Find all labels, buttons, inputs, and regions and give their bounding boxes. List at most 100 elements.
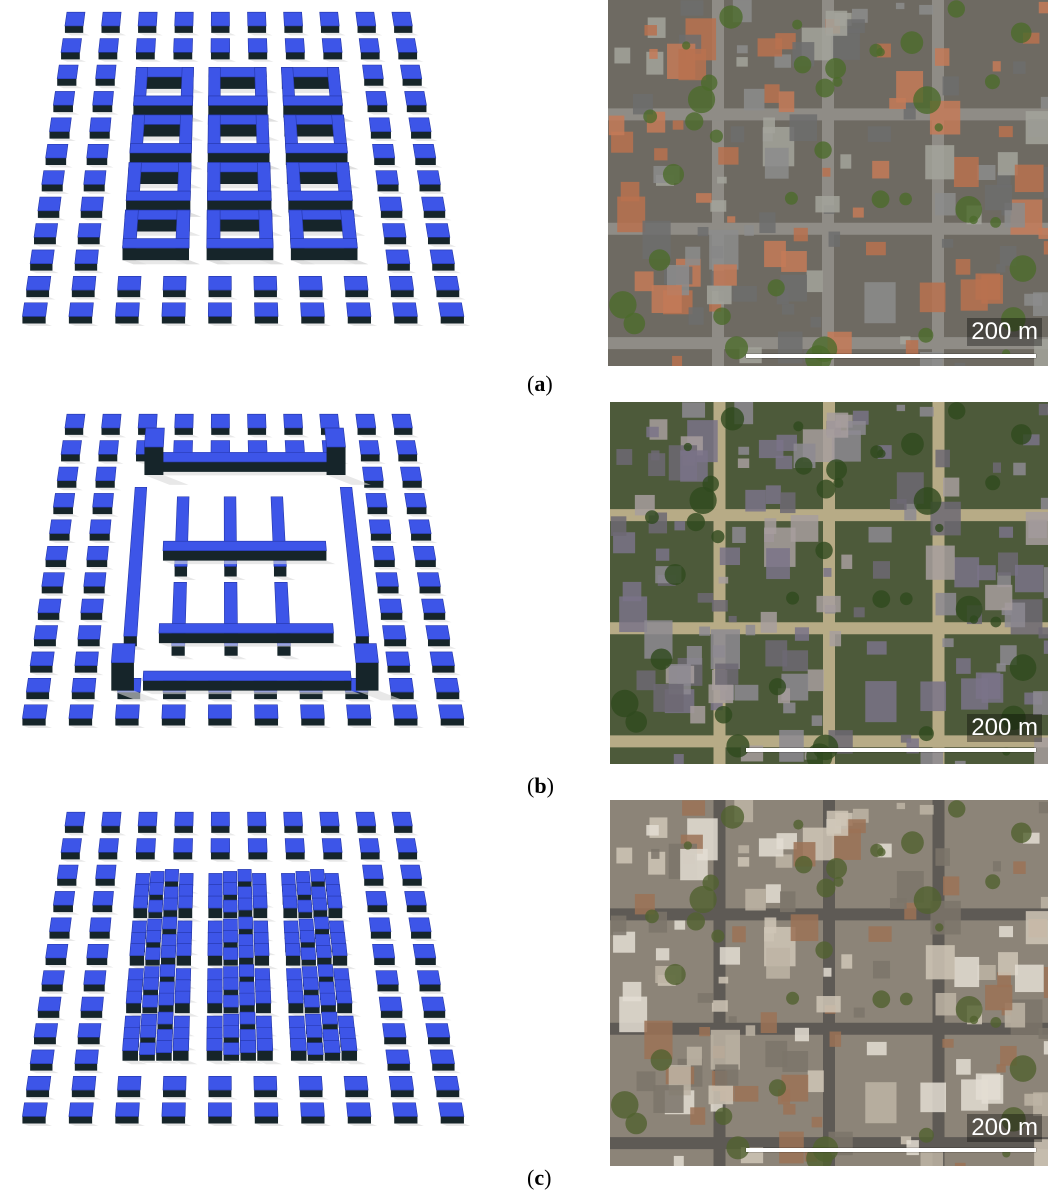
caption-a: (a) xyxy=(527,371,553,397)
roof xyxy=(685,246,701,266)
tree xyxy=(990,616,1002,628)
roof xyxy=(889,898,907,910)
roof xyxy=(718,976,729,984)
roof xyxy=(919,406,934,417)
tree xyxy=(664,563,686,586)
tree xyxy=(611,1091,639,1119)
building-block xyxy=(208,302,238,326)
building-block xyxy=(25,1076,56,1100)
building-block xyxy=(355,413,383,438)
tree xyxy=(899,592,913,606)
building-block xyxy=(375,572,405,596)
roof xyxy=(996,264,1006,273)
tree xyxy=(913,487,942,515)
roof xyxy=(954,956,980,988)
building-block xyxy=(45,143,73,168)
roof xyxy=(765,640,788,667)
building-block xyxy=(68,302,99,326)
roof xyxy=(1025,111,1048,145)
roof xyxy=(710,1103,723,1112)
tree xyxy=(948,402,966,420)
tree xyxy=(687,85,716,114)
roof xyxy=(943,876,960,896)
roof xyxy=(734,684,759,701)
caption-c: (c) xyxy=(527,1165,551,1191)
roof xyxy=(828,231,841,247)
roof xyxy=(610,915,627,936)
roof xyxy=(889,498,907,510)
tower-building xyxy=(324,427,371,485)
roof xyxy=(955,259,971,275)
tree xyxy=(871,190,890,209)
building-block xyxy=(52,91,80,115)
tree xyxy=(985,874,1001,890)
building-block xyxy=(210,811,236,836)
roof xyxy=(782,650,809,672)
tree xyxy=(816,878,836,898)
roof xyxy=(764,917,777,934)
roof xyxy=(954,362,966,366)
courtyard-wall xyxy=(208,67,278,94)
roof xyxy=(960,279,988,311)
building-block xyxy=(412,143,443,168)
small-building xyxy=(176,943,200,970)
roof xyxy=(745,624,756,636)
small-building xyxy=(239,992,262,1016)
roof xyxy=(920,1082,947,1113)
roof xyxy=(763,117,775,134)
roof xyxy=(644,25,657,36)
courtyard-wall xyxy=(288,209,366,236)
tree xyxy=(833,477,844,488)
small-building xyxy=(172,1038,198,1065)
building-block xyxy=(400,466,429,491)
building-block xyxy=(378,196,409,221)
roof xyxy=(810,316,822,328)
roof xyxy=(996,1064,1006,1073)
courtyard-block xyxy=(286,162,364,217)
roof xyxy=(956,658,971,674)
building-block xyxy=(25,276,56,300)
roof xyxy=(710,702,723,711)
building-block xyxy=(346,302,378,326)
roof xyxy=(727,216,736,223)
tree xyxy=(984,74,1000,90)
tree xyxy=(793,421,804,432)
roof xyxy=(680,0,704,16)
roof xyxy=(1013,462,1026,476)
courtyard-wall xyxy=(122,238,200,265)
roof xyxy=(760,611,777,633)
courtyard-block xyxy=(207,114,281,170)
building-block xyxy=(117,1076,147,1100)
roof xyxy=(734,1085,759,1102)
building-block xyxy=(210,38,237,62)
building-block xyxy=(382,625,413,649)
building-block xyxy=(253,1076,284,1100)
building-block xyxy=(89,117,117,142)
roof xyxy=(783,702,796,714)
building-block xyxy=(60,38,87,62)
roof xyxy=(992,61,1001,72)
roof xyxy=(985,984,1013,1011)
tree xyxy=(1001,1107,1026,1132)
tree xyxy=(768,678,787,696)
building-block xyxy=(22,302,52,326)
roof xyxy=(697,993,714,1003)
roof xyxy=(864,282,896,324)
tree xyxy=(794,457,813,475)
roof xyxy=(636,670,656,691)
roof xyxy=(765,884,781,903)
tree xyxy=(714,1107,733,1126)
roof xyxy=(900,336,911,345)
roof xyxy=(774,54,792,68)
roof xyxy=(996,663,1006,672)
roof xyxy=(680,848,708,881)
small-building xyxy=(254,943,279,970)
tree xyxy=(870,843,884,857)
building-block xyxy=(25,678,56,702)
roof xyxy=(935,449,950,468)
courtyard-wall xyxy=(124,209,201,236)
building-block xyxy=(438,1102,471,1126)
building-block xyxy=(98,838,124,862)
building-block xyxy=(416,970,447,994)
roof xyxy=(706,285,732,305)
